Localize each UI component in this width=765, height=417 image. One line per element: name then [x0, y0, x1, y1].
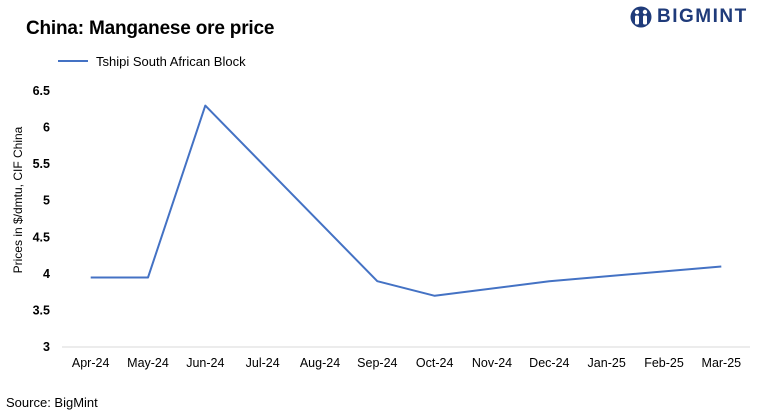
y-tick-label: 4.5 — [33, 230, 50, 244]
x-tick-label: Nov-24 — [472, 356, 512, 370]
x-tick-label: Mar-25 — [702, 356, 742, 370]
y-tick-label: 6.5 — [33, 84, 50, 98]
y-tick-label: 6 — [43, 121, 50, 135]
x-tick-label: Dec-24 — [529, 356, 569, 370]
y-tick-label: 4 — [43, 267, 50, 281]
x-tick-label: Oct-24 — [416, 356, 454, 370]
legend-swatch — [58, 60, 88, 62]
chart-title: China: Manganese ore price — [26, 18, 275, 39]
y-tick-label: 3.5 — [33, 303, 50, 317]
x-tick-label: Jun-24 — [186, 356, 224, 370]
y-tick-label: 5.5 — [33, 157, 50, 171]
bigmint-logo: BIGMINT — [630, 4, 748, 30]
y-tick-label: 3 — [43, 340, 50, 354]
x-tick-label: May-24 — [127, 356, 169, 370]
x-tick-label: Feb-25 — [644, 356, 684, 370]
series-line — [90, 104, 722, 297]
y-tick-label: 5 — [43, 194, 50, 208]
x-tick-label: Aug-24 — [300, 356, 340, 370]
x-tick-label: Sep-24 — [357, 356, 397, 370]
x-tick-label: Jan-25 — [588, 356, 626, 370]
x-tick-label: Apr-24 — [72, 356, 110, 370]
bigmint-logo-text: BIGMINT — [657, 6, 748, 27]
source-note: Source: BigMint — [6, 395, 98, 410]
chart-legend: Tshipi South African Block — [58, 52, 246, 70]
bigmint-logo-icon — [630, 6, 652, 28]
x-tick-label: Jul-24 — [246, 356, 280, 370]
legend-label: Tshipi South African Block — [96, 53, 246, 69]
